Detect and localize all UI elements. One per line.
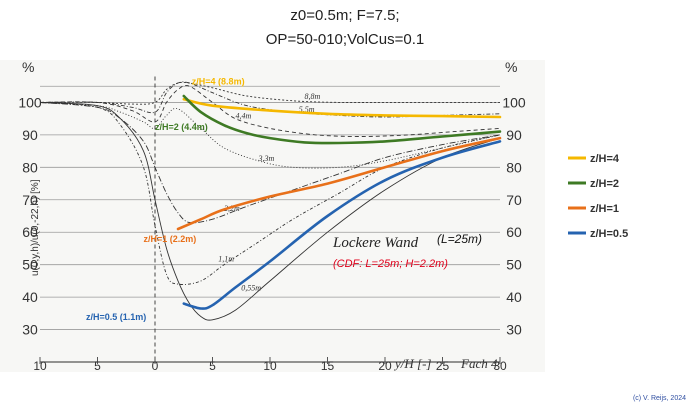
- x-tick-label-4: 10: [263, 359, 277, 373]
- legend-entry-0: z/H=4: [590, 153, 620, 165]
- plot-paper: [0, 60, 545, 372]
- x-axis-label: y/H [-]: [393, 356, 431, 371]
- y-tick-label-left-30: 30: [22, 322, 38, 338]
- y-tick-label-right-50: 50: [506, 257, 522, 273]
- curve-label-0: z/H=4 (8.8m): [192, 77, 245, 87]
- series-lines: [176, 94, 502, 310]
- y-tick-label-right-80: 80: [506, 159, 522, 175]
- x-tick-label-3: 5: [209, 359, 216, 373]
- y-unit-right: %: [505, 59, 517, 75]
- reference-curve-label-2: 4,4m: [236, 112, 252, 121]
- reference-curve-5: [39, 101, 501, 285]
- x-tick-label-7: 25: [436, 359, 450, 373]
- y-tick-label-left-100: 100: [18, 94, 42, 110]
- x-tick-label-1: 5: [94, 359, 101, 373]
- x-axis-label-suffix: Fach 4: [460, 356, 498, 371]
- reference-curve-label-0: 8,8m: [305, 92, 321, 101]
- reference-curve-1: [39, 81, 501, 118]
- reference-curve-label-5: 1,1m: [218, 254, 234, 263]
- legend: z/H=4 z/H=2 z/H=1 z/H=0.5: [568, 153, 628, 240]
- legend-entry-3: z/H=0.5: [590, 228, 628, 240]
- y-tick-label-right-70: 70: [506, 192, 522, 208]
- x-tick-labels: 10 5 0 5 10 15 20 25 30: [33, 359, 507, 373]
- y-tick-label-right-30: 30: [506, 322, 522, 338]
- curve-label-1: z/H=2 (4.4m): [155, 122, 208, 132]
- curve-labels: z/H=4 (8.8m) z/H=2 (4.4m) z/H=1 (2.2m) z/H=…: [86, 77, 245, 322]
- y-tick-label-left-70: 70: [22, 192, 38, 208]
- y-tick-label-left-50: 50: [22, 257, 38, 273]
- curve-label-3: z/H=0.5 (1.1m): [86, 312, 146, 322]
- x-tick-label-5: 15: [321, 359, 335, 373]
- x-tick-label-2: 0: [152, 359, 159, 373]
- y-tick-label-right-40: 40: [506, 289, 522, 305]
- legend-entry-2: z/H=1: [590, 203, 619, 215]
- reference-curve-label-6: 0,55m: [241, 284, 261, 293]
- wall-label: Lockere Wand: [332, 235, 419, 251]
- reference-curve-4: [39, 101, 501, 224]
- reference-curve-label-3: 3,3m: [258, 154, 275, 163]
- y-tick-label-left-80: 80: [22, 159, 38, 175]
- reference-curves: 8,8m 5,5m 4,4m 3,3m 2,2m 1,1m 0,55m: [39, 81, 501, 321]
- series-line-2: [176, 136, 502, 231]
- chart-title-line-2: OP=50-010;VolCus=0.1: [266, 31, 424, 48]
- y-tick-labels: 30 30 40 40 50 50 60 60 70 70 80 80 90 90 100 100: [18, 94, 526, 337]
- reference-curve-label-1: 5,5m: [299, 105, 315, 114]
- y-tick-label-right-60: 60: [506, 224, 522, 240]
- reference-curve-6: [39, 101, 501, 321]
- y-tick-label-left-90: 90: [22, 127, 38, 143]
- series-line-1: [182, 94, 502, 145]
- y-tick-label-right-90: 90: [506, 127, 522, 143]
- chart-title-line-1: z0=0.5m; F=7.5;: [290, 7, 399, 24]
- reference-curve-2: [39, 85, 501, 137]
- legend-entry-1: z/H=2: [590, 178, 619, 190]
- curve-label-2: z/H=1 (2.2m): [144, 234, 197, 244]
- x-tick-label-8: 30: [493, 359, 507, 373]
- copyright: (c) V. Reijs, 2024: [633, 395, 686, 402]
- y-tick-label-right-100: 100: [502, 94, 526, 110]
- reference-curve-label-4: 2,2m: [224, 204, 240, 213]
- x-tick-label-0: 10: [33, 359, 47, 373]
- y-axis-label: u(0,y,h)/u(0,-22,h) [%]: [30, 179, 41, 276]
- y-unit-left: %: [22, 59, 34, 75]
- y-tick-label-left-60: 60: [22, 224, 38, 240]
- x-tick-label-6: 20: [378, 359, 392, 373]
- series-line-3: [182, 140, 502, 310]
- series-line-0: [182, 97, 502, 119]
- cdf-note: (CDF: L=25m; H=2.2m): [333, 258, 448, 270]
- wall-length-label: (L=25m): [437, 232, 482, 246]
- y-tick-label-left-40: 40: [22, 289, 38, 305]
